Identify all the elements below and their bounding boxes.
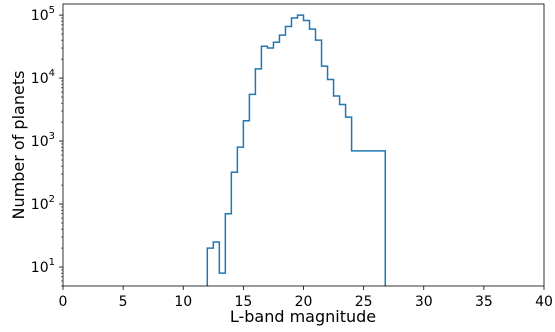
x-tick-label: 20 bbox=[295, 294, 313, 310]
x-tick-label: 15 bbox=[234, 294, 252, 310]
x-tick-label: 40 bbox=[535, 294, 553, 310]
y-axis-label: Number of planets bbox=[9, 71, 28, 220]
plot-area bbox=[62, 3, 545, 287]
x-tick-label: 5 bbox=[119, 294, 128, 310]
x-axis-ticks: 0 5 10 15 20 25 30 35 40 bbox=[59, 286, 553, 310]
y-tick-label: 101 bbox=[31, 257, 55, 276]
y-axis-ticks: 101 102 103 104 105 bbox=[31, 5, 63, 287]
x-tick-label: 30 bbox=[415, 294, 433, 310]
y-tick-label: 103 bbox=[31, 131, 55, 150]
x-tick-label: 35 bbox=[475, 294, 493, 310]
x-tick-label: 10 bbox=[174, 294, 192, 310]
x-tick-label: 25 bbox=[355, 294, 373, 310]
x-tick-label: 0 bbox=[59, 294, 68, 310]
y-tick-label: 104 bbox=[31, 68, 55, 87]
histogram-step-line bbox=[206, 14, 387, 286]
plot-frame bbox=[62, 3, 545, 287]
y-tick-label: 105 bbox=[31, 5, 55, 24]
x-axis-label: L-band magnitude bbox=[230, 307, 376, 326]
y-tick-label: 102 bbox=[31, 194, 55, 213]
